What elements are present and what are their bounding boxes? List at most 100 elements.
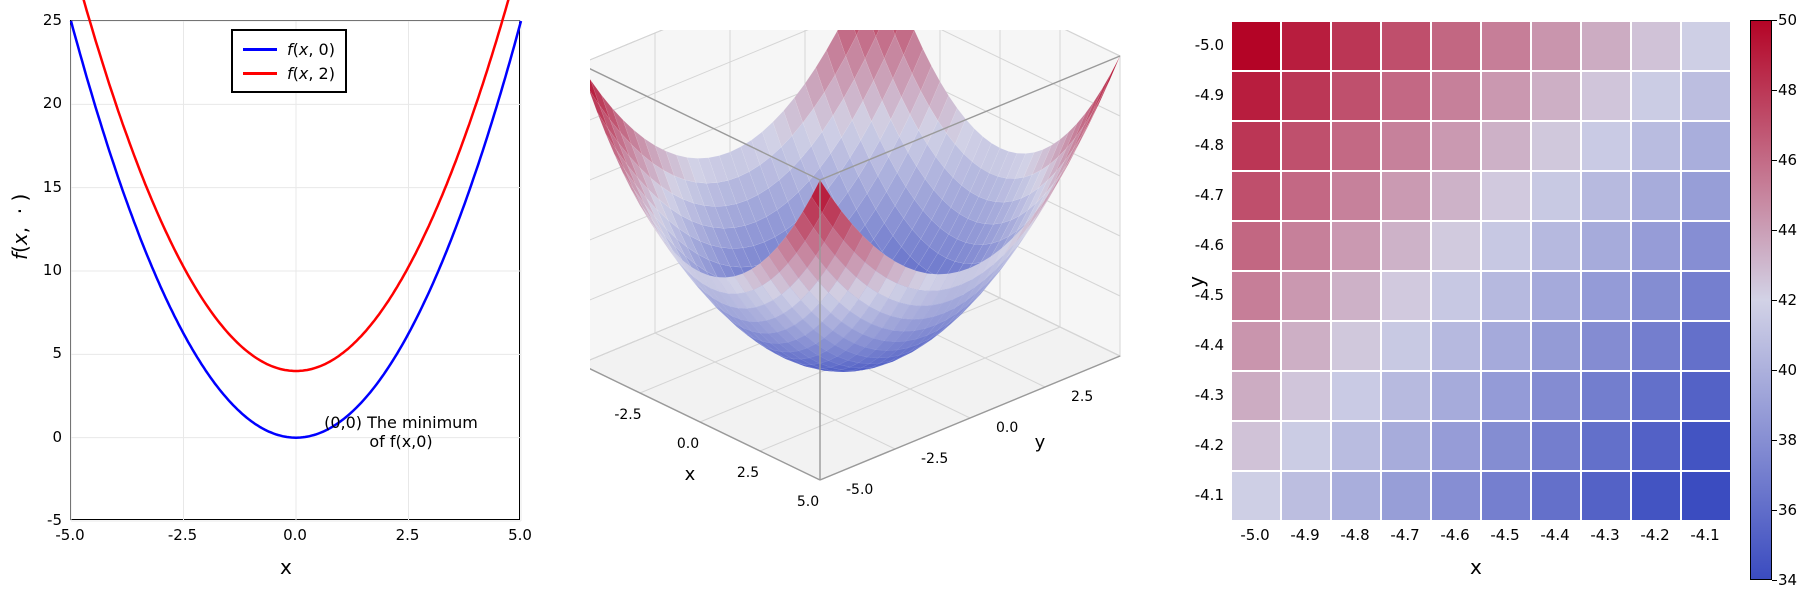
heatmap-cell: [1631, 171, 1681, 221]
heatmap-cell: [1231, 271, 1281, 321]
y-tick-label: -4.2: [1186, 436, 1224, 454]
heatmap-cell: [1681, 121, 1731, 171]
heatmap-cell: [1631, 221, 1681, 271]
heatmap-cell: [1331, 371, 1381, 421]
heatmap-cell: [1581, 321, 1631, 371]
line-plot-panel: f(x, 0) f(x, 2) (0,0) The minimum of f(x…: [0, 0, 560, 600]
heatmap-cell: [1531, 121, 1581, 171]
svg-text:y: y: [1035, 432, 1046, 453]
heatmap-cell: [1531, 71, 1581, 121]
x-tick-label: -4.2: [1640, 526, 1669, 544]
colorbar-tick-label: 36: [1778, 501, 1797, 519]
x-axis-label: x: [280, 555, 292, 579]
x-tick-label: -2.5: [163, 526, 203, 544]
x-tick-label: -4.6: [1440, 526, 1469, 544]
svg-text:-2.5: -2.5: [921, 451, 948, 467]
colorbar: [1750, 20, 1772, 580]
heatmap-cell: [1481, 171, 1531, 221]
legend-label: f(x, 2): [287, 64, 335, 83]
colorbar-tick-label: 38: [1778, 431, 1797, 449]
heatmap-cell: [1531, 221, 1581, 271]
heatmap-cell: [1231, 121, 1281, 171]
heatmap-cell: [1231, 421, 1281, 471]
heatmap-cell: [1531, 321, 1581, 371]
heatmap-cell: [1331, 171, 1381, 221]
heatmap-cell: [1581, 21, 1631, 71]
x-tick-label: -4.4: [1540, 526, 1569, 544]
y-tick-label: 5: [22, 344, 62, 362]
y-tick-label: -4.7: [1186, 186, 1224, 204]
heatmap-panel: -5.0-4.9-4.8-4.7-4.6-4.5-4.4-4.3-4.2-4.1…: [1160, 0, 1800, 600]
heatmap-cell: [1381, 271, 1431, 321]
heatmap-cell: [1281, 271, 1331, 321]
annotation: (0,0) The minimum of f(x,0): [301, 413, 501, 451]
y-tick-label: -4.6: [1186, 236, 1224, 254]
heatmap-cell: [1581, 471, 1631, 521]
heatmap-cell: [1681, 371, 1731, 421]
colorbar-tick-label: 34: [1778, 571, 1797, 589]
heatmap-cell: [1381, 221, 1431, 271]
heatmap-cell: [1531, 171, 1581, 221]
legend-swatch: [243, 72, 277, 75]
x-tick-label: 5.0: [500, 526, 540, 544]
y-tick-label: 0: [22, 428, 62, 446]
heatmap-cell: [1631, 21, 1681, 71]
heatmap-cell: [1681, 221, 1731, 271]
heatmap-cell: [1631, 421, 1681, 471]
heatmap-cell: [1281, 471, 1331, 521]
heatmap-cell: [1681, 421, 1731, 471]
svg-text:2.5: 2.5: [737, 465, 759, 481]
heatmap-cell: [1431, 321, 1481, 371]
y-tick-label: -4.5: [1186, 286, 1224, 304]
y-tick-label: 20: [22, 94, 62, 112]
heatmap-cell: [1481, 121, 1531, 171]
heatmap-cell: [1381, 71, 1431, 121]
heatmap-cell: [1481, 21, 1531, 71]
colorbar-tick-label: 48: [1778, 81, 1797, 99]
heatmap-cell: [1531, 21, 1581, 71]
heatmap-cell: [1631, 471, 1681, 521]
svg-text:2.5: 2.5: [1071, 389, 1093, 405]
heatmap-cell: [1681, 321, 1731, 371]
x-tick-label: 2.5: [388, 526, 428, 544]
x-tick-label: -5.0: [50, 526, 90, 544]
heatmap-cell: [1381, 371, 1431, 421]
svg-text:-5.0: -5.0: [846, 482, 873, 498]
heatmap-cell: [1331, 121, 1381, 171]
heatmap-cell: [1631, 121, 1681, 171]
heatmap-cell: [1381, 21, 1431, 71]
heatmap-cell: [1381, 471, 1431, 521]
heatmap-cell: [1431, 421, 1481, 471]
heatmap-cell: [1481, 421, 1531, 471]
heatmap-cell: [1681, 71, 1731, 121]
heatmap-cell: [1381, 421, 1431, 471]
colorbar-tick-label: 46: [1778, 151, 1797, 169]
heatmap-cell: [1231, 321, 1281, 371]
heatmap-cell: [1281, 21, 1331, 71]
heatmap-cell: [1381, 321, 1431, 371]
surface-3d-panel: -5.0-2.50.02.55.0-5.0-2.50.02.55.0010203…: [560, 0, 1160, 600]
heatmap-cell: [1231, 71, 1281, 121]
heatmap-cell: [1231, 21, 1281, 71]
x-tick-label: -4.3: [1590, 526, 1619, 544]
y-tick-label: -4.4: [1186, 336, 1224, 354]
y-tick-label: 10: [22, 261, 62, 279]
heatmap-cell: [1581, 71, 1631, 121]
x-tick-label: -4.8: [1340, 526, 1369, 544]
heatmap-cell: [1631, 71, 1681, 121]
legend-item: f(x, 2): [243, 61, 335, 85]
surface-3d-svg: -5.0-2.50.02.55.0-5.0-2.50.02.55.0010203…: [590, 30, 1130, 570]
colorbar-tick-label: 50: [1778, 11, 1797, 29]
heatmap-cell: [1681, 21, 1731, 71]
y-tick-label: -4.9: [1186, 86, 1224, 104]
heatmap-cell: [1281, 121, 1331, 171]
y-tick-label: -4.1: [1186, 486, 1224, 504]
heatmap-cell: [1431, 271, 1481, 321]
heatmap-cell: [1631, 271, 1681, 321]
x-tick-label: 0.0: [275, 526, 315, 544]
legend: f(x, 0) f(x, 2): [231, 29, 347, 93]
heatmap-cell: [1381, 121, 1431, 171]
heatmap-cell: [1281, 371, 1331, 421]
heatmap-cell: [1581, 121, 1631, 171]
heatmap-cell: [1331, 471, 1381, 521]
